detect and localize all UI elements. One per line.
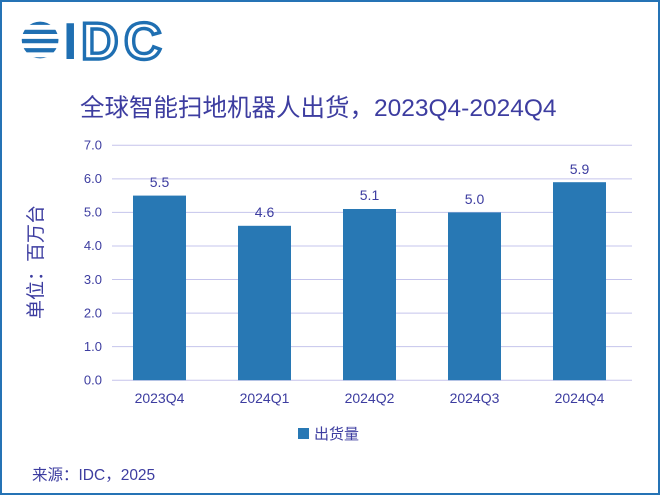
svg-text:2.0: 2.0 xyxy=(84,305,102,320)
svg-text:0.0: 0.0 xyxy=(84,373,102,388)
svg-text:2024Q3: 2024Q3 xyxy=(450,390,500,406)
svg-text:4.6: 4.6 xyxy=(255,204,275,220)
svg-text:2024Q1: 2024Q1 xyxy=(240,390,290,406)
svg-text:单位：百万台: 单位：百万台 xyxy=(25,205,47,319)
svg-text:4.0: 4.0 xyxy=(84,238,102,253)
svg-text:5.0: 5.0 xyxy=(465,191,485,207)
svg-text:6.0: 6.0 xyxy=(84,171,102,186)
svg-text:2023Q4: 2023Q4 xyxy=(135,390,185,406)
svg-text:2024Q4: 2024Q4 xyxy=(555,390,605,406)
svg-text:5.0: 5.0 xyxy=(84,205,102,220)
svg-text:5.1: 5.1 xyxy=(360,187,380,203)
svg-text:3.0: 3.0 xyxy=(84,272,102,287)
svg-text:2024Q2: 2024Q2 xyxy=(345,390,395,406)
svg-text:1.0: 1.0 xyxy=(84,339,102,354)
svg-text:5.5: 5.5 xyxy=(150,174,170,190)
svg-text:5.9: 5.9 xyxy=(570,161,590,177)
svg-text:7.0: 7.0 xyxy=(84,138,102,153)
